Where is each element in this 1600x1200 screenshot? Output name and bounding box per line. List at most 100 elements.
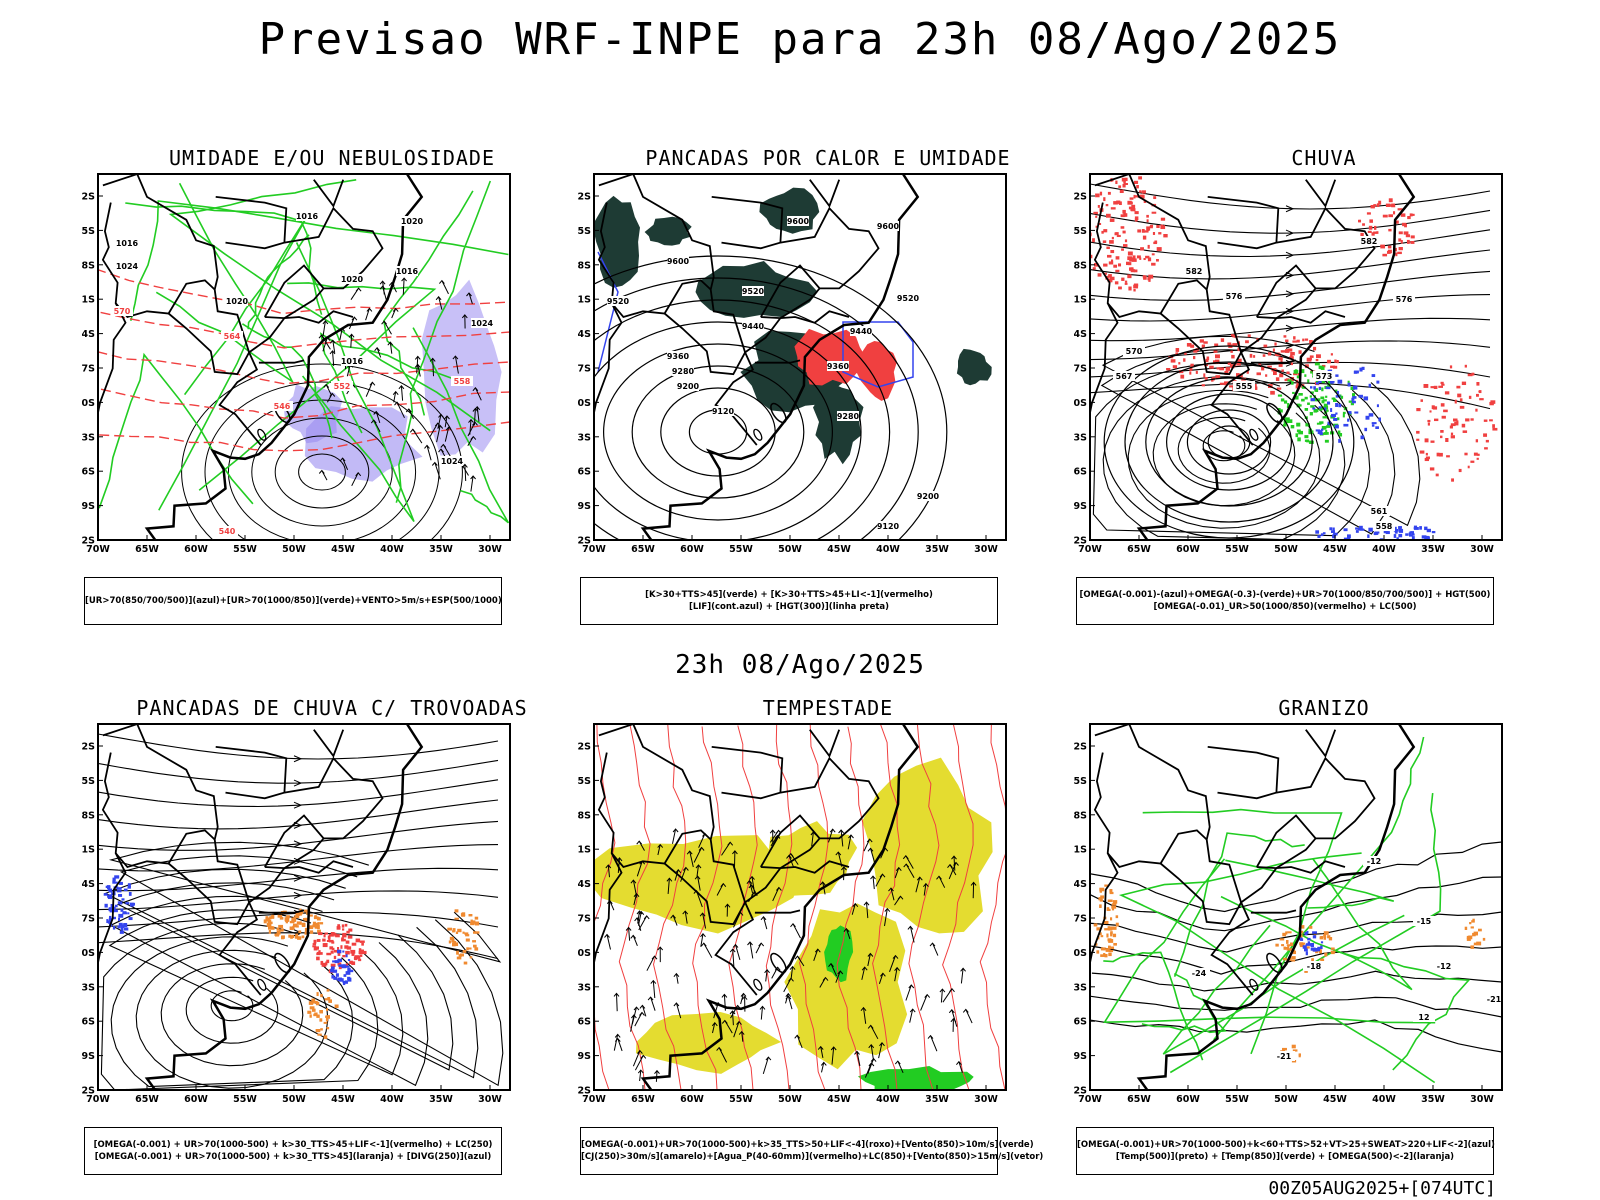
streamline	[185, 976, 279, 1044]
panel-title: GRANIZO	[1278, 696, 1370, 720]
flow-arrow	[293, 857, 303, 865]
vector-head	[683, 866, 689, 871]
omega-area-red	[1382, 214, 1388, 218]
omega-area-red	[1103, 263, 1108, 267]
instability-area-orange	[472, 940, 477, 943]
wind-vector	[636, 861, 643, 877]
divergence-area-blue	[130, 902, 136, 906]
lat-tick-label: 12S	[82, 192, 95, 203]
hail-area-blue	[1300, 938, 1304, 941]
vector-head	[355, 287, 362, 292]
instability-area-orange	[462, 950, 467, 953]
lat-tick-label: 24S	[82, 879, 95, 890]
omega-area-red	[1122, 183, 1126, 188]
omega-area-orange	[1472, 918, 1475, 923]
lat-tick-label: 21S	[1074, 845, 1087, 856]
omega-area-red	[1374, 225, 1377, 230]
instability-area-orange	[456, 956, 462, 960]
lon-tick-label: 60W	[680, 544, 704, 555]
wind-vector	[867, 1058, 875, 1074]
legend-line: [LIF](cont.azul) + [HGT(300)](linha pret…	[688, 602, 890, 612]
wind-vector	[675, 1002, 682, 1019]
coastline-east	[1136, 174, 1416, 540]
humidity-contour-green	[125, 202, 323, 315]
contour-label: 9440	[742, 322, 765, 331]
omega-area-blue	[1318, 380, 1322, 383]
lat-tick-label: 12S	[578, 192, 591, 203]
omega-area-blue	[1329, 527, 1333, 531]
omega-area-red	[1132, 258, 1137, 262]
wind-vector	[763, 916, 768, 930]
contour-label-bg	[116, 261, 138, 271]
contour-label: 1016	[116, 239, 139, 248]
flow-arrow	[1285, 307, 1295, 315]
omega-area-red	[1134, 181, 1137, 184]
contour-label-bg	[1188, 968, 1210, 978]
omega-area-orange	[1101, 948, 1105, 951]
omega-area-blue	[1352, 396, 1357, 399]
omega-area-red	[1456, 385, 1461, 389]
streamline-red	[836, 726, 865, 1090]
streamline	[210, 990, 254, 1022]
wind-vector	[870, 1025, 879, 1040]
map-legend: [OMEGA(-0.001)+UR>70(1000-500)+k>35_TTS>…	[580, 1127, 1043, 1175]
wind-vector	[693, 847, 703, 863]
divergence-area-blue	[349, 969, 354, 973]
omega-area-green	[1348, 400, 1353, 403]
instability-area-orange	[276, 930, 281, 935]
contour-label: 1024	[471, 319, 494, 328]
temp500-contour-black	[1091, 970, 1502, 992]
divergence-area-blue	[339, 964, 343, 967]
omega-area-red	[1290, 354, 1293, 359]
lat-tick-label: 42S	[82, 1086, 95, 1097]
vector-head	[903, 863, 910, 868]
wind-vector	[437, 414, 442, 429]
omega-area-red	[1302, 338, 1305, 342]
lat-tick-label: 12S	[82, 742, 95, 753]
omega-area-red	[1296, 339, 1300, 343]
omega-area-green	[1352, 393, 1356, 397]
omega-area-red	[1395, 252, 1398, 257]
instability-area-red	[340, 945, 343, 949]
omega-area-red	[1376, 203, 1380, 207]
contour-label: -21	[1277, 1052, 1292, 1061]
political-border	[754, 909, 801, 914]
omega-area-green	[1350, 402, 1354, 406]
temp500-contour-black	[1090, 995, 1502, 1018]
contour-label-bg	[341, 356, 363, 366]
vector-head	[776, 886, 782, 891]
contour-label: 1016	[341, 357, 364, 366]
contour-label: 552	[334, 382, 351, 391]
vector-head	[445, 426, 452, 431]
omega-area-orange	[1284, 947, 1289, 950]
omega-area-red	[1147, 257, 1152, 262]
omega-area-orange	[1323, 934, 1327, 938]
hail-area-blue	[1304, 932, 1308, 936]
contour-label-bg	[116, 238, 138, 248]
omega-area-red	[1283, 335, 1287, 338]
instability-area-red	[330, 950, 334, 954]
lon-tick-label: 65W	[631, 544, 655, 555]
political-border	[102, 724, 262, 996]
omega-area-blue	[1368, 413, 1374, 417]
omega-area-red	[1398, 247, 1403, 251]
omega-area-green	[1298, 393, 1303, 396]
divergence-area-blue	[345, 971, 351, 975]
omega-area-green	[1316, 380, 1320, 383]
omega-area-green	[1327, 384, 1331, 389]
political-border	[1090, 852, 1119, 1024]
coastline-east	[1136, 724, 1416, 1090]
omega-area-green	[1284, 400, 1288, 404]
omega-area-red	[1103, 197, 1106, 202]
political-border	[102, 174, 262, 446]
flow-arrow	[293, 755, 303, 763]
weather-map: 1016 1016 1020 1020 1016 1024 1024 1016 1020 1024…	[82, 172, 582, 567]
omega-area-orange	[1305, 946, 1310, 949]
lat-tick-label: 36S	[82, 1017, 95, 1028]
omega-area-green	[1305, 423, 1310, 427]
omega-area-red	[1121, 248, 1124, 251]
omega-area-red	[1151, 262, 1156, 266]
omega-area-red	[1156, 259, 1159, 262]
omega-area-blue	[1368, 527, 1373, 532]
omega-area-blue	[1347, 418, 1350, 422]
